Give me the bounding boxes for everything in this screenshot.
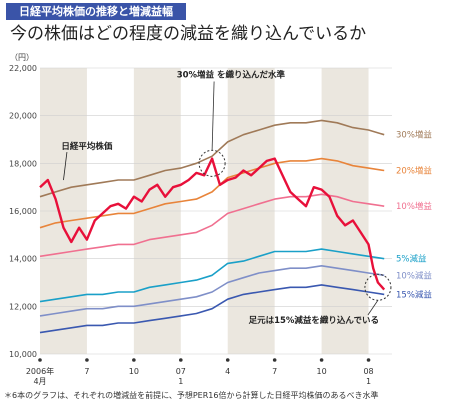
stock-label-leader bbox=[63, 151, 68, 181]
x-tick-label: 2006年 bbox=[26, 366, 54, 376]
annotation-circle bbox=[198, 149, 226, 177]
x-tick-dot bbox=[272, 358, 277, 362]
x-tick-label: 7 bbox=[84, 367, 89, 376]
x-tick-label: 7 bbox=[272, 367, 277, 376]
y-tick-label: 16,000 bbox=[9, 207, 37, 216]
x-tick-label: 4 bbox=[225, 367, 230, 376]
y-tick-label: 20,000 bbox=[9, 112, 37, 121]
x-tick-sublabel: 4月 bbox=[33, 377, 46, 386]
series-label: 10%増益 bbox=[396, 201, 432, 212]
x-tick-label: 07 bbox=[176, 367, 186, 376]
series-labels: 30%増益 20%増益 10%増益 5%減益 10%減益 15%減益 日経平均株価 bbox=[61, 130, 432, 301]
y-tick-label: 18,000 bbox=[9, 159, 37, 168]
x-tick-sublabel: 1 bbox=[366, 377, 371, 386]
annotation-leader bbox=[211, 81, 215, 151]
series-line-4 bbox=[39, 248, 385, 303]
x-tick-label: 08 bbox=[363, 367, 373, 376]
y-tick-labels: 10,000 12,000 14,000 16,000 18,000 20,000 22,0… bbox=[9, 64, 37, 359]
y-tick-label: 12,000 bbox=[9, 302, 37, 311]
x-tick-label: 10 bbox=[317, 367, 327, 376]
series-label: 15%減益 bbox=[396, 289, 432, 300]
x-tick-dot bbox=[366, 358, 371, 362]
annotation-label: 30%増益 を織り込んだ水準 bbox=[177, 70, 286, 81]
x-tick-dot bbox=[132, 358, 136, 362]
x-tick-label: 10 bbox=[129, 367, 139, 376]
y-axis-unit: （円） bbox=[10, 53, 34, 62]
series-line-0 bbox=[39, 157, 386, 291]
x-tick-dot bbox=[85, 358, 89, 362]
chart-headline: 今の株価はどの程度の減益を織り込んでいるか bbox=[10, 24, 367, 44]
annotation-label: 足元は15%減益を織り込んでいる bbox=[249, 315, 379, 326]
x-tick-sublabel: 1 bbox=[178, 377, 183, 386]
line-chart: （円） 10,000 12,000 14,000 16,000 18,000 20,000… bbox=[9, 53, 432, 386]
x-tick-dot bbox=[179, 358, 183, 362]
series-line-1 bbox=[39, 119, 385, 198]
chart-tag-box: 日経平均株価の推移と増減益幅 bbox=[6, 3, 186, 20]
x-tick-dot bbox=[225, 358, 230, 362]
chart-footnote: ＊6本のグラフは、それぞれの増減益を前提に、予想PER16倍から計算した日経平均… bbox=[4, 391, 379, 400]
series-line-6 bbox=[39, 284, 385, 334]
series-label: 10%減益 bbox=[396, 270, 432, 281]
annotation-circle bbox=[364, 273, 392, 301]
y-tick-label: 10,000 bbox=[9, 350, 37, 359]
y-tick-label: 14,000 bbox=[9, 255, 37, 264]
series-lines bbox=[39, 119, 386, 334]
stock-series-label: 日経平均株価 bbox=[61, 141, 113, 152]
series-label: 20%増益 bbox=[396, 165, 432, 176]
series-label: 5%減益 bbox=[396, 254, 427, 265]
chart-tag: 日経平均株価の推移と増減益幅 bbox=[19, 5, 173, 18]
y-tick-label: 22,000 bbox=[9, 64, 37, 73]
series-line-5 bbox=[39, 265, 385, 317]
x-tick-dot bbox=[38, 358, 42, 362]
annotation-leader bbox=[367, 300, 379, 316]
series-label: 30%増益 bbox=[396, 130, 432, 141]
x-tick-dot bbox=[319, 358, 324, 362]
